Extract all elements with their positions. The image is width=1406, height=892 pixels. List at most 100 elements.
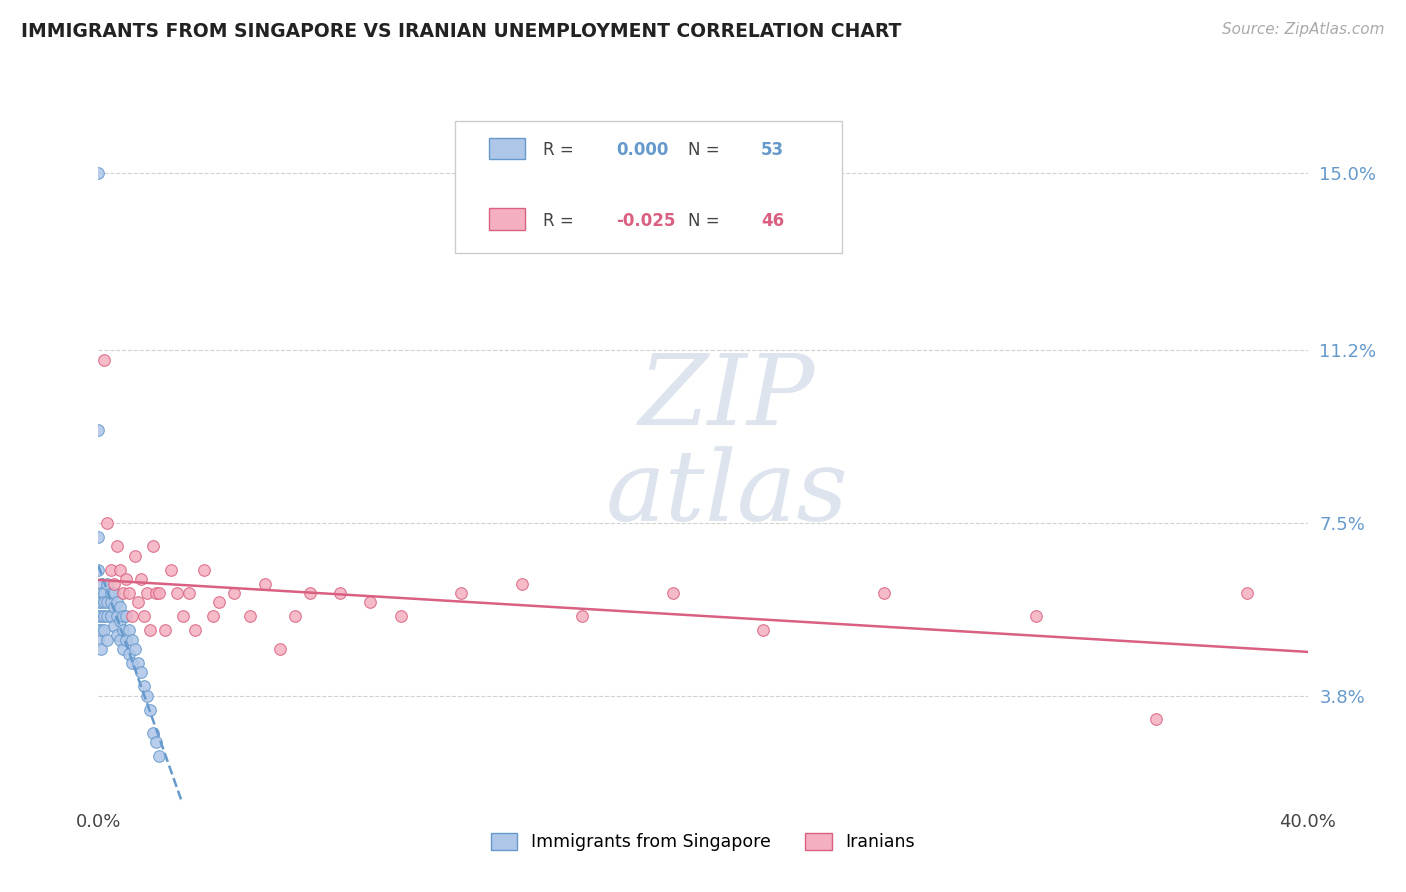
Point [1236, 586, 1258, 600]
Point [239, 609, 262, 624]
Point [127, 595, 149, 609]
Point [108, 614, 131, 628]
Point [132, 679, 155, 693]
Text: ZIP: ZIP [640, 351, 815, 446]
FancyBboxPatch shape [489, 137, 526, 159]
Point [139, 702, 162, 716]
Text: 46: 46 [761, 211, 785, 229]
Point [129, 572, 152, 586]
Point [100, 563, 122, 577]
Text: 53: 53 [761, 141, 785, 159]
Point [96, 632, 118, 647]
Point [142, 539, 165, 553]
Point [224, 586, 246, 600]
Point [87, 609, 110, 624]
Point [269, 641, 291, 656]
Point [111, 624, 134, 638]
Point [873, 586, 896, 600]
Point [90, 576, 112, 591]
Point [184, 624, 207, 638]
Point [108, 632, 131, 647]
Point [121, 609, 143, 624]
Point [389, 609, 412, 624]
Point [179, 586, 201, 600]
Point [145, 735, 167, 749]
Point [142, 726, 165, 740]
Point [145, 586, 167, 600]
Text: R =: R = [543, 141, 579, 159]
Point [96, 595, 118, 609]
Point [299, 586, 322, 600]
Point [329, 586, 352, 600]
Point [1024, 609, 1046, 624]
Point [752, 624, 775, 638]
Text: N =: N = [689, 211, 725, 229]
Point [90, 586, 112, 600]
Point [1144, 712, 1167, 726]
Point [111, 609, 134, 624]
Point [87, 530, 110, 544]
Point [571, 609, 593, 624]
Point [96, 576, 118, 591]
Point [202, 609, 225, 624]
Legend: Immigrants from Singapore, Iranians: Immigrants from Singapore, Iranians [484, 826, 922, 858]
Point [103, 599, 125, 614]
Point [87, 423, 110, 437]
Point [360, 595, 382, 609]
Point [90, 609, 112, 624]
Point [284, 609, 307, 624]
Point [124, 549, 146, 563]
Point [87, 563, 110, 577]
Point [93, 595, 115, 609]
Point [135, 586, 157, 600]
Point [510, 576, 533, 591]
Text: IMMIGRANTS FROM SINGAPORE VS IRANIAN UNEMPLOYMENT CORRELATION CHART: IMMIGRANTS FROM SINGAPORE VS IRANIAN UNE… [21, 22, 901, 41]
Point [121, 632, 143, 647]
Point [148, 749, 170, 764]
Point [208, 595, 231, 609]
Text: atlas: atlas [606, 446, 849, 541]
Point [114, 632, 136, 647]
Point [193, 563, 215, 577]
Point [114, 572, 136, 586]
Text: 0.000: 0.000 [616, 141, 668, 159]
Point [93, 609, 115, 624]
Point [90, 641, 112, 656]
Point [118, 624, 141, 638]
Point [135, 689, 157, 703]
Point [105, 539, 128, 553]
Text: N =: N = [689, 141, 725, 159]
Point [450, 586, 472, 600]
Point [166, 586, 188, 600]
Point [661, 586, 683, 600]
Point [90, 595, 112, 609]
FancyBboxPatch shape [489, 208, 526, 230]
Point [103, 586, 125, 600]
Point [127, 656, 149, 670]
Point [129, 665, 152, 680]
Point [118, 647, 141, 661]
Text: Source: ZipAtlas.com: Source: ZipAtlas.com [1222, 22, 1385, 37]
Point [108, 563, 131, 577]
Point [105, 628, 128, 642]
Point [100, 586, 122, 600]
Point [100, 595, 122, 609]
Point [118, 586, 141, 600]
Point [111, 586, 134, 600]
Point [100, 609, 122, 624]
Point [172, 609, 194, 624]
Point [148, 586, 170, 600]
Point [93, 624, 115, 638]
Point [90, 624, 112, 638]
Point [103, 618, 125, 632]
Point [87, 624, 110, 638]
Point [124, 641, 146, 656]
Point [108, 599, 131, 614]
Point [114, 609, 136, 624]
Point [160, 563, 183, 577]
Point [93, 586, 115, 600]
Point [111, 641, 134, 656]
Point [105, 609, 128, 624]
Text: -0.025: -0.025 [616, 211, 675, 229]
Point [139, 624, 162, 638]
